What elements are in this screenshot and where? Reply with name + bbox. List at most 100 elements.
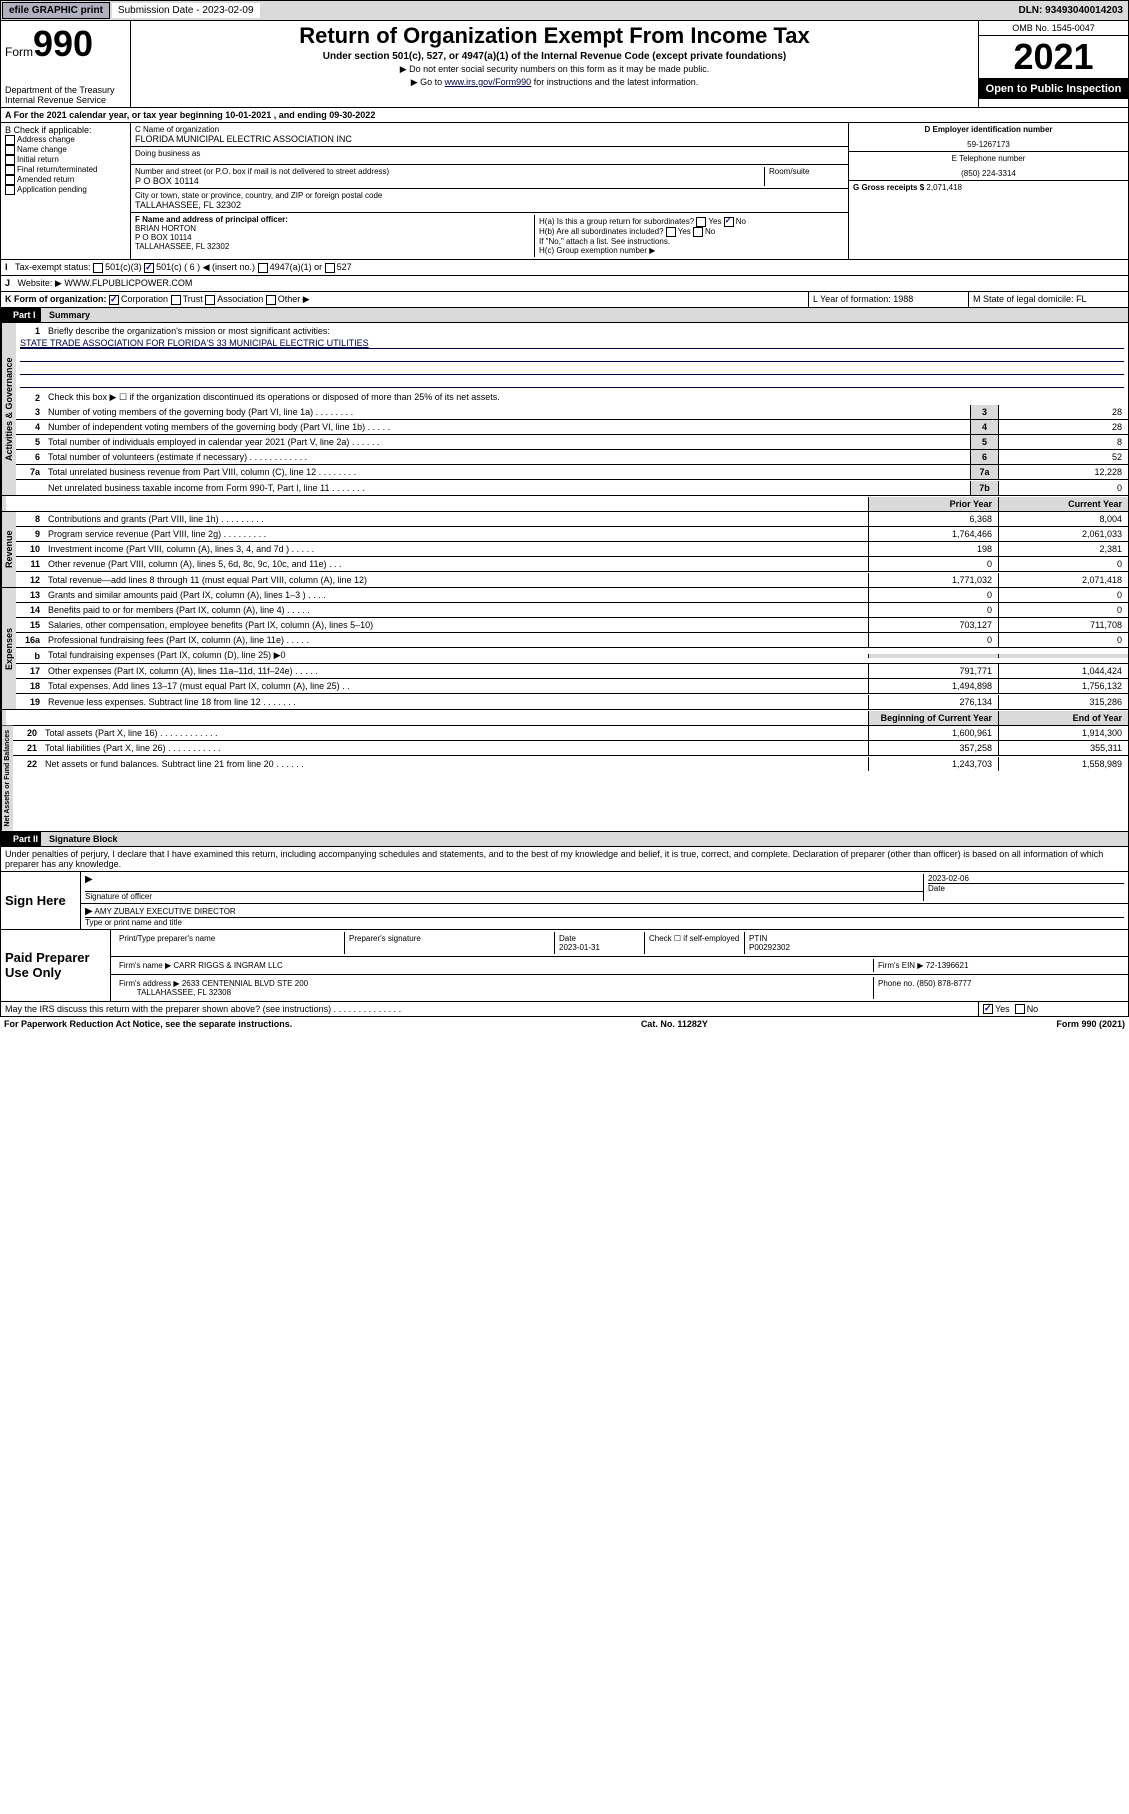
d-label: D Employer identification number (853, 125, 1124, 134)
curr-val: 1,044,424 (998, 664, 1128, 678)
line-desc: Investment income (Part VIII, column (A)… (44, 542, 868, 556)
dln: DLN: 93493040014203 (1018, 5, 1127, 16)
curr-val: 0 (998, 557, 1128, 571)
tax-year: 2021 (979, 36, 1128, 79)
line-desc: Program service revenue (Part VIII, line… (44, 527, 868, 541)
footer: For Paperwork Reduction Act Notice, see … (0, 1017, 1129, 1031)
line-box: 3 (970, 405, 998, 419)
col-de: D Employer identification number 59-1267… (848, 123, 1128, 259)
hdr-end: End of Year (998, 711, 1128, 725)
firm-phone: (850) 878-8777 (917, 979, 972, 988)
part1-title: Summary (49, 310, 90, 320)
org-city: TALLAHASSEE, FL 32302 (135, 200, 844, 210)
sect-expenses: Expenses 13Grants and similar amounts pa… (0, 588, 1129, 710)
signer-name: ▶ AMY ZUBALY EXECUTIVE DIRECTOR (85, 906, 1124, 918)
firm-name: CARR RIGGS & INGRAM LLC (173, 961, 282, 970)
g-label: G Gross receipts $ (853, 183, 924, 192)
b-opt[interactable]: Amended return (5, 175, 126, 185)
b-opt[interactable]: Initial return (5, 155, 126, 165)
line-desc: Salaries, other compensation, employee b… (44, 618, 868, 632)
vert-gov: Activities & Governance (1, 323, 16, 495)
prior-val: 357,258 (868, 741, 998, 755)
room-label: Room/suite (769, 167, 844, 176)
line-box: 6 (970, 450, 998, 464)
b-opt[interactable]: Final return/terminated (5, 165, 126, 175)
city-label: City or town, state or province, country… (135, 191, 844, 200)
b-opt[interactable]: Application pending (5, 185, 126, 195)
line-val: 12,228 (998, 465, 1128, 479)
part1-num: Part I (13, 310, 49, 320)
row-i: I Tax-exempt status: 501(c)(3) 501(c) ( … (0, 260, 1129, 276)
l1-label: Briefly describe the organization's miss… (44, 324, 1128, 338)
ha: H(a) Is this a group return for subordin… (539, 217, 840, 227)
dept-label: Department of the Treasury Internal Reve… (5, 85, 126, 105)
prior-val: 1,600,961 (868, 726, 998, 740)
b-opt[interactable]: Address change (5, 135, 126, 145)
curr-val: 2,071,418 (998, 573, 1128, 587)
firm-ein: 72-1396621 (926, 961, 969, 970)
hdr-curr: Current Year (998, 497, 1128, 511)
line-desc: Revenue less expenses. Subtract line 18 … (44, 695, 868, 709)
prior-val: 6,368 (868, 512, 998, 526)
line-box: 4 (970, 420, 998, 434)
prior-val: 0 (868, 603, 998, 617)
form-header: Form990 Department of the Treasury Inter… (0, 21, 1129, 108)
efile-print-button[interactable]: efile GRAPHIC print (2, 2, 110, 19)
prior-val: 1,764,466 (868, 527, 998, 541)
b-opt[interactable]: Name change (5, 145, 126, 155)
curr-val: 1,914,300 (998, 726, 1128, 740)
f-label: F Name and address of principal officer: (135, 215, 534, 224)
org-addr: P O BOX 10114 (135, 176, 764, 186)
prior-val: 198 (868, 542, 998, 556)
line-val: 8 (998, 435, 1128, 449)
signer-name-label: Type or print name and title (85, 918, 1124, 927)
website[interactable]: WWW.FLPUBLICPOWER.COM (64, 278, 192, 288)
prior-val: 1,771,032 (868, 573, 998, 587)
prior-val (868, 654, 998, 658)
curr-val: 8,004 (998, 512, 1128, 526)
sect-governance: Activities & Governance 1Briefly describ… (0, 323, 1129, 496)
sect-netassets: Net Assets or Fund Balances 20Total asse… (0, 726, 1129, 832)
line-box: 5 (970, 435, 998, 449)
prior-val: 0 (868, 557, 998, 571)
mission: STATE TRADE ASSOCIATION FOR FLORIDA'S 33… (20, 338, 1124, 349)
line-desc: Total expenses. Add lines 13–17 (must eq… (44, 679, 868, 693)
row-klm: K Form of organization: Corporation Trus… (0, 292, 1129, 308)
l2: Check this box ▶ ☐ if the organization d… (44, 390, 1128, 405)
sign-here-label: Sign Here (1, 872, 81, 929)
line-desc: Other revenue (Part VIII, column (A), li… (44, 557, 868, 571)
c-name-label: C Name of organization (135, 125, 844, 134)
prior-val: 0 (868, 633, 998, 647)
top-bar: efile GRAPHIC print Submission Date - 20… (0, 0, 1129, 21)
curr-val: 0 (998, 588, 1128, 602)
submission-date: Submission Date - 2023-02-09 (112, 3, 260, 18)
curr-val: 711,708 (998, 618, 1128, 632)
preparer-block: Paid Preparer Use Only Print/Type prepar… (0, 930, 1129, 1002)
curr-val: 1,756,132 (998, 679, 1128, 693)
irs-link[interactable]: www.irs.gov/Form990 (445, 77, 532, 87)
cat: Cat. No. 11282Y (641, 1019, 708, 1029)
org-name: FLORIDA MUNICIPAL ELECTRIC ASSOCIATION I… (135, 134, 844, 144)
ein: 59-1267173 (853, 140, 1124, 149)
curr-val: 1,558,989 (998, 757, 1128, 771)
line-desc: Professional fundraising fees (Part IX, … (44, 633, 868, 647)
hdr-prior: Prior Year (868, 497, 998, 511)
omb: OMB No. 1545-0047 (979, 21, 1128, 36)
hc: H(c) Group exemption number ▶ (539, 246, 840, 255)
line-desc: Net unrelated business taxable income fr… (44, 481, 970, 495)
curr-val: 355,311 (998, 741, 1128, 755)
line-a: A For the 2021 calendar year, or tax yea… (0, 108, 1129, 123)
line-desc: Other expenses (Part IX, column (A), lin… (44, 664, 868, 678)
discuss-row: May the IRS discuss this return with the… (0, 1002, 1129, 1018)
preparer-label: Paid Preparer Use Only (1, 930, 111, 1001)
dba-label: Doing business as (135, 149, 844, 158)
prior-val: 0 (868, 588, 998, 602)
line-desc: Number of voting members of the governin… (44, 405, 970, 419)
line-desc: Total unrelated business revenue from Pa… (44, 465, 970, 479)
col-b: B Check if applicable: Address change Na… (1, 123, 131, 259)
prep-h4: Check ☐ if self-employed (645, 932, 745, 954)
col-headers: Prior Year Current Year (0, 496, 1129, 512)
line-box: 7a (970, 465, 998, 479)
vert-net: Net Assets or Fund Balances (1, 726, 13, 831)
sig-label: Signature of officer (85, 892, 923, 901)
